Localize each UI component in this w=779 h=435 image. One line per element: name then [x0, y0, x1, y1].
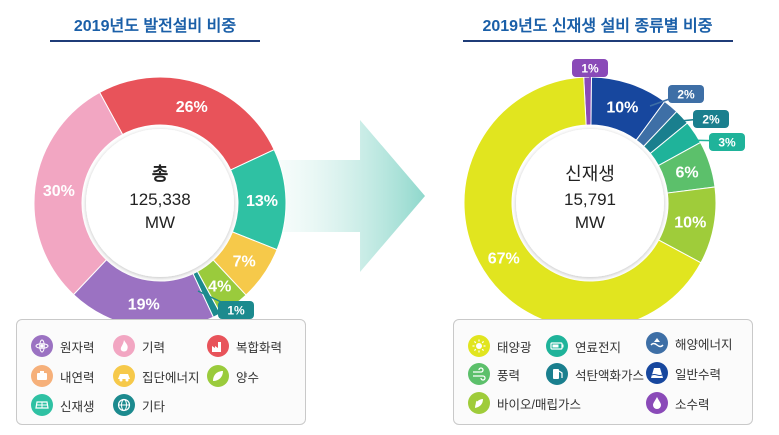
globe-icon [113, 394, 135, 416]
right-legend-label-3: 풍력 [497, 368, 521, 383]
right-label-0: 1% [581, 62, 599, 76]
dam-icon [646, 362, 668, 384]
atom-icon [31, 335, 53, 357]
water-icon [646, 392, 668, 414]
right-legend-item-4: 석탄액화가스 [546, 363, 644, 385]
left-label-3: 4% [208, 279, 231, 296]
left-legend-item-2: 복합화력 [207, 335, 282, 357]
right-legend-label-1: 연료전지 [575, 340, 622, 355]
right-legend-label-4: 석탄액화가스 [575, 368, 645, 383]
right-label-2: 2% [677, 88, 695, 102]
left-legend-item-5: 양수 [207, 365, 259, 387]
battery-icon [546, 335, 568, 357]
right-legend-label-2: 해양에너지 [675, 337, 733, 352]
right-title-underline [463, 40, 733, 42]
right-legend-item-3: 풍력 [468, 363, 520, 385]
right-label-6: 10% [674, 215, 706, 232]
left-legend-label-4: 집단에너지 [142, 370, 200, 385]
car-icon [113, 365, 135, 387]
left-legend-item-4: 집단에너지 [113, 365, 200, 387]
right-legend-item-2: 해양에너지 [646, 332, 733, 354]
right-donut-chart: 1% 10% 2% 2% 3% 6% 10% 67% [463, 59, 745, 330]
right-chart-title: 2019년도 신재생 설비 종류별 비중 [482, 18, 713, 35]
left-center-label: 총 125,338 MW [129, 164, 190, 232]
leaf-icon [207, 365, 229, 387]
right-label-1: 10% [606, 99, 638, 116]
left-legend-label-1: 기력 [142, 340, 166, 355]
sun-icon [468, 335, 490, 357]
wave-icon [646, 332, 668, 354]
right-label-7: 67% [488, 250, 520, 267]
left-chart-title: 2019년도 발전설비 비중 [73, 18, 237, 35]
left-legend-label-2: 복합화력 [236, 340, 283, 355]
left-donut-chart: 26% 13% 7%4% 1% 19% 30% [33, 76, 287, 330]
left-center-line1: 총 [152, 164, 169, 184]
wind-icon [468, 363, 490, 385]
left-callout-box-4 [218, 301, 254, 319]
left-legend-label-6: 신재생 [60, 399, 95, 414]
right-label-5: 6% [675, 164, 698, 181]
engine-icon [31, 365, 53, 387]
right-legend-label-5: 일반수력 [675, 367, 722, 382]
transition-arrow [265, 120, 425, 272]
left-legend-item-1: 기력 [113, 335, 165, 357]
left-label-6: 30% [43, 183, 75, 200]
right-legend-item-5: 일반수력 [646, 362, 721, 384]
right-callout-box-2 [668, 85, 704, 103]
left-center-disc [86, 129, 234, 277]
left-slice-0 [98, 76, 275, 171]
left-slice-6 [33, 91, 124, 296]
left-center-total: 125,338 [129, 190, 190, 209]
right-legend-item-7: 소수력 [646, 392, 710, 414]
left-legend-label-7: 기타 [142, 399, 166, 414]
right-legend-item-0: 태양광 [468, 335, 532, 357]
left-label-5: 19% [128, 297, 160, 314]
right-legend-label-6: 바이오/매립가스 [497, 397, 581, 412]
left-legend-label-0: 원자력 [60, 340, 95, 355]
left-legend-item-7: 기타 [113, 394, 165, 416]
flame-icon [113, 335, 135, 357]
left-legend-item-0: 원자력 [31, 335, 95, 357]
left-legend-item-3: 내연력 [31, 365, 95, 387]
left-legend-label-3: 내연력 [60, 370, 95, 385]
right-legend-label-7: 소수력 [675, 397, 710, 412]
left-label-0: 26% [176, 99, 208, 116]
right-callout-box-3 [693, 110, 729, 128]
right-center-total: 15,791 [564, 190, 616, 209]
right-center-line1: 신재생 [565, 164, 615, 184]
solar-panel-icon [31, 394, 53, 416]
left-legend-label-5: 양수 [236, 370, 260, 385]
right-label-4: 3% [718, 136, 736, 150]
right-label-3: 2% [702, 113, 720, 127]
left-label-1: 13% [246, 193, 278, 210]
left-legend-item-6: 신재생 [31, 394, 95, 416]
bio-icon [468, 392, 490, 414]
factory-icon [207, 335, 229, 357]
right-legend-label-0: 태양광 [497, 340, 532, 355]
right-center-disc [516, 129, 664, 277]
right-callout-box-4 [709, 133, 745, 151]
left-title-underline [50, 40, 260, 42]
right-callout-box-0 [572, 59, 608, 77]
right-legend-item-1: 연료전지 [546, 335, 621, 357]
right-center-label: 신재생 15,791 MW [564, 164, 616, 232]
left-label-4: 1% [227, 304, 245, 318]
left-label-2: 7% [233, 254, 256, 271]
gas-icon [546, 363, 568, 385]
right-center-unit: MW [575, 213, 605, 232]
left-center-unit: MW [145, 213, 175, 232]
right-legend-item-6: 바이오/매립가스 [468, 392, 581, 414]
